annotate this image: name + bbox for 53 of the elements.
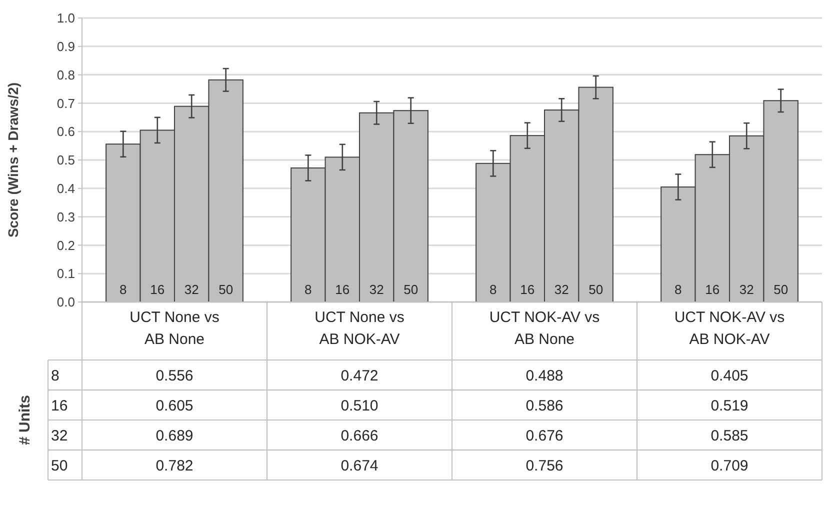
- data-label: 0.556: [156, 367, 194, 384]
- x-tick-label: UCT NOK-AV vs AB NOK-AV: [674, 309, 785, 348]
- y-tick-label: 0.2: [56, 238, 75, 253]
- data-label: 0.488: [526, 367, 564, 384]
- text: 16: [335, 282, 350, 297]
- data-label: 0.666: [340, 427, 378, 444]
- y-tick-label: 0.8: [56, 67, 75, 82]
- text: 50: [588, 282, 604, 297]
- y-tick-label: 0.6: [56, 124, 75, 140]
- text: 16: [520, 282, 535, 297]
- text: 32: [369, 282, 384, 297]
- series-label: 16: [150, 282, 165, 297]
- text: 8: [304, 282, 312, 297]
- data-label: 0.709: [710, 457, 748, 474]
- y-tick-label: 0.4: [56, 180, 75, 196]
- data-label: 0.674: [340, 457, 378, 474]
- series-label: 50: [218, 282, 234, 297]
- data-label: 0.689: [156, 427, 194, 444]
- x-tick-label: UCT NOK-AV vs AB None: [489, 309, 600, 348]
- data-label: 0.586: [526, 397, 564, 414]
- text: 50: [774, 282, 788, 297]
- x-tick-label: UCT None vs AB NOK-AV: [314, 309, 404, 348]
- text: 50: [404, 282, 418, 297]
- data-label: 0.782: [156, 457, 194, 474]
- data-label: 0.605: [156, 397, 194, 414]
- text: 8: [490, 282, 497, 297]
- text: 16: [705, 282, 720, 297]
- data-label: 0.510: [340, 397, 378, 414]
- text: 50: [51, 457, 68, 474]
- text: 32: [739, 282, 754, 297]
- text: 32: [554, 282, 569, 297]
- y-tick-label: 0.7: [56, 96, 75, 111]
- text: 16: [51, 397, 68, 414]
- data-label: 0.519: [710, 397, 748, 414]
- y-tick-label: 0.3: [56, 209, 75, 224]
- y-tick-label: 1.0: [56, 10, 75, 26]
- series-label: 32: [184, 282, 199, 297]
- y-tick-label: 0.1: [56, 266, 75, 282]
- data-label: 0.756: [526, 457, 564, 474]
- data-label: 0.676: [526, 427, 564, 444]
- x-tick-label: UCT None vs AB None: [130, 309, 220, 348]
- y-tick-label: 0.9: [56, 38, 75, 54]
- y-axis-title: Score (Wins + Draws/2): [5, 82, 21, 238]
- y-tick-label: 0.0: [56, 294, 75, 310]
- text: 8: [51, 367, 60, 384]
- legend-title: # Units: [16, 394, 34, 446]
- data-label: 0.405: [710, 367, 748, 384]
- text: 8: [674, 282, 682, 297]
- y-tick-label: 0.5: [56, 152, 75, 168]
- series-label: 8: [120, 282, 127, 297]
- text: 32: [51, 427, 68, 444]
- data-label: 0.585: [710, 427, 748, 444]
- data-label: 0.472: [340, 367, 378, 384]
